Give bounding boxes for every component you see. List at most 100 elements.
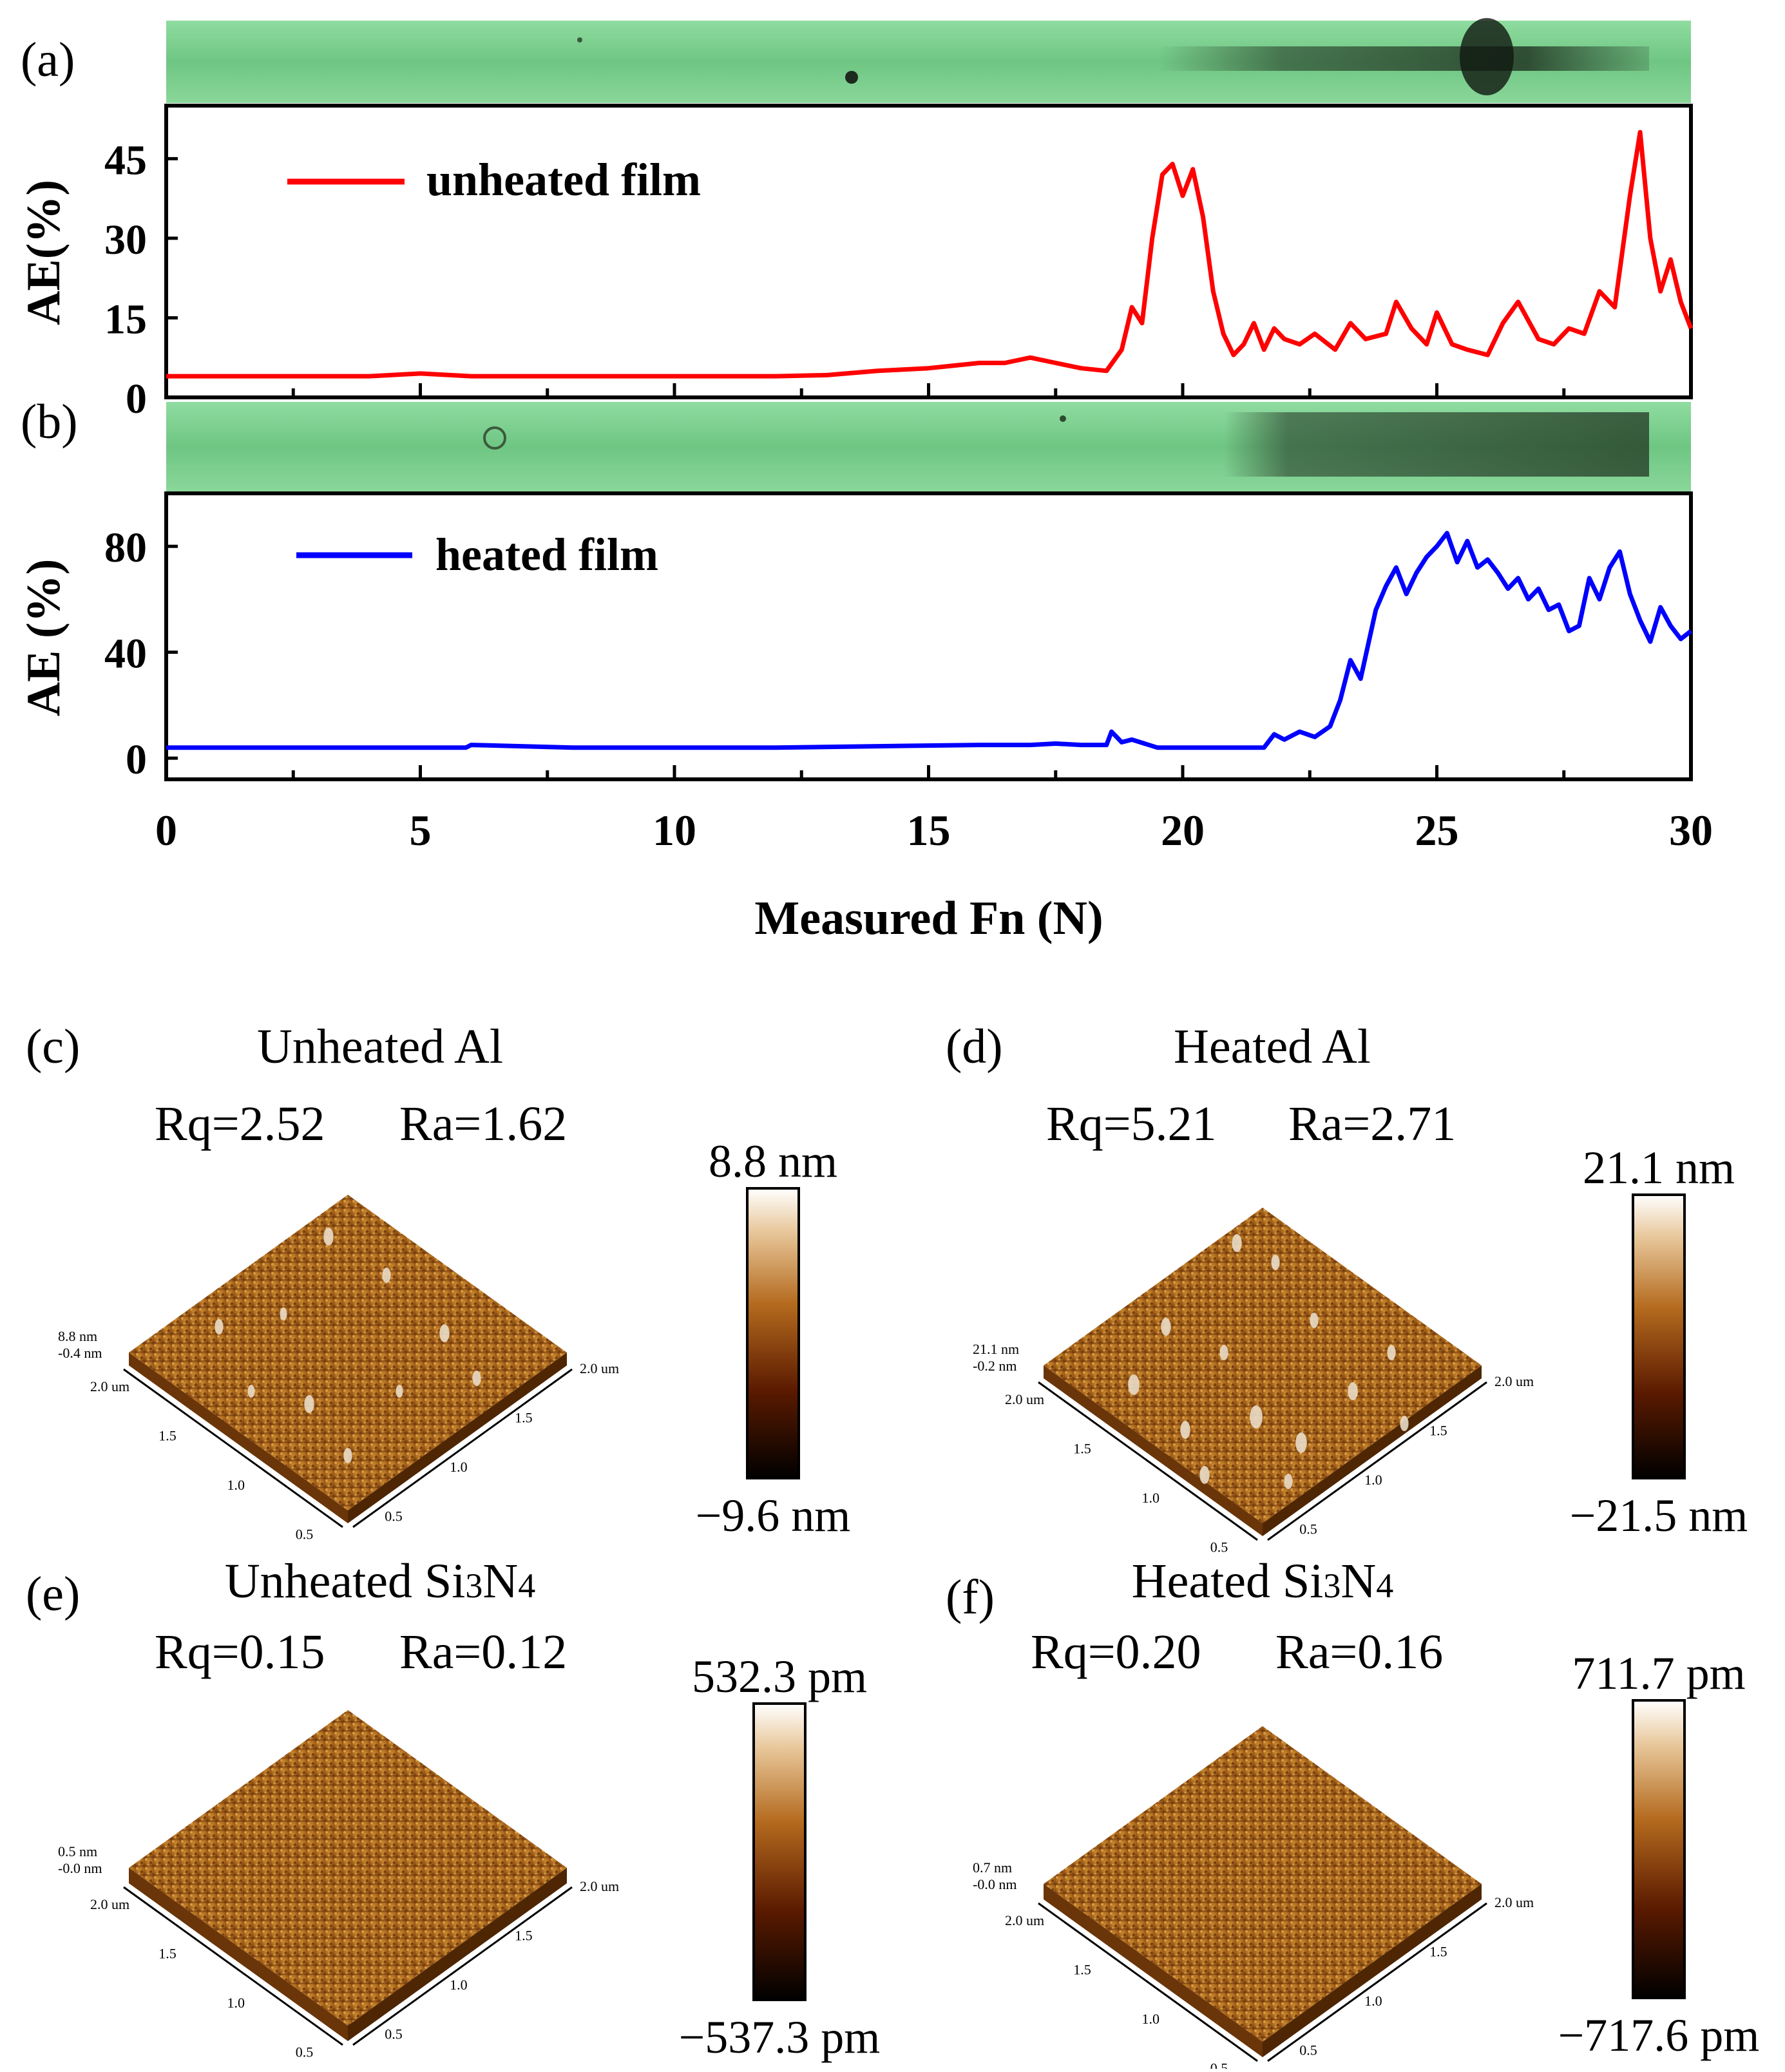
afm-title-f: Heated Si3N4 [1132, 1554, 1393, 1608]
afm-left-tick: 2.0 um [1005, 1912, 1044, 1928]
afm-right-tick: 1.0 [1364, 1472, 1382, 1488]
scale-min-label-d: −21.5 nm [1570, 1490, 1748, 1541]
afm-axis-line [352, 1886, 573, 2046]
color-scale-bar-f [1632, 1699, 1686, 1999]
afm-peak [1400, 1416, 1409, 1431]
afm-title-part: 4 [518, 1566, 535, 1605]
afm-z-bottom-c: -0.4 nm [58, 1345, 102, 1361]
afm-title-e: Unheated Si3N4 [225, 1554, 535, 1608]
afm-peak [1128, 1374, 1140, 1395]
roughness-rq-f: Rq=0.20 [1031, 1625, 1201, 1679]
chart-b: 0 40 80 heated film AE (%) 0 5 10 15 20 25 30 Me… [17, 491, 1713, 945]
afm-z-bottom-e: -0.0 nm [58, 1860, 102, 1876]
afm-peak [1199, 1466, 1210, 1484]
afm-z-bottom-d: -0.2 nm [973, 1358, 1017, 1374]
afm-left-tick: 1.0 [227, 1995, 245, 2011]
afm-peak [215, 1319, 224, 1335]
x-tick-label: 0 [155, 806, 177, 855]
panel-label-d: (d) [946, 1020, 1003, 1074]
afm-right-tick: 1.5 [1429, 1944, 1447, 1960]
afm-peak [323, 1228, 334, 1246]
afm-axis-line [352, 1368, 573, 1528]
afm-peak [382, 1268, 391, 1283]
y-axis-label-b: AE (%) [17, 559, 70, 717]
afm-title-part: N [482, 1554, 518, 1608]
x-tick-label: 20 [1161, 806, 1205, 855]
afm-right-tick: 1.5 [515, 1410, 533, 1426]
afm-peak [439, 1324, 450, 1342]
afm-peak [1295, 1432, 1307, 1453]
scale-max-label-e: 532.3 pm [692, 1651, 867, 1702]
afm-peak [1271, 1255, 1280, 1270]
roughness-ra-e: Ra=0.12 [399, 1625, 567, 1679]
x-tick-label: 30 [1669, 806, 1713, 855]
afm-right-tick: 1.5 [515, 1928, 533, 1944]
afm-peak [1219, 1345, 1228, 1360]
afm-surface-side [1044, 1884, 1263, 2057]
panel-label-e: (e) [26, 1567, 80, 1621]
afm-axis-line [1267, 1381, 1487, 1541]
afm-surface-side [1263, 1365, 1482, 1536]
afm-z-bottom-f: -0.0 nm [973, 1876, 1017, 1892]
afm-axis-line [1267, 1902, 1487, 2062]
afm-title-part: Unheated Si [225, 1554, 466, 1608]
afm-surface-f [1044, 1726, 1482, 2042]
x-tick-label: 25 [1415, 806, 1459, 855]
afm-right-tick: 2.0 um [1494, 1894, 1534, 1910]
afm-axis-line [123, 1886, 343, 2046]
afm-surface-side [348, 1868, 567, 2041]
plot-frame-a [164, 104, 1693, 399]
afm-peak [1180, 1421, 1190, 1439]
series-line-heated-film [166, 531, 1693, 750]
afm-left-tick: 2.0 um [1005, 1391, 1044, 1407]
color-scale-bar-c [746, 1187, 800, 1479]
afm-peak [1310, 1313, 1319, 1328]
x-tick-label: 15 [907, 806, 951, 855]
y-tick-label: 40 [104, 631, 147, 678]
afm-peak [304, 1395, 314, 1413]
color-scale-bar-e [752, 1702, 807, 2001]
afm-right-tick: 0.5 [1299, 1521, 1317, 1537]
y-tick-label: 30 [104, 216, 147, 263]
afm-z-top-f: 0.7 nm [973, 1859, 1012, 1876]
afm-title-part: Heated Si [1132, 1554, 1324, 1608]
afm-surface-side [348, 1353, 567, 1523]
scale-max-label-f: 711.7 pm [1572, 1648, 1745, 1699]
afm-peak [1348, 1382, 1358, 1400]
afm-left-tick: 1.0 [227, 1477, 245, 1493]
afm-title-part: N [1341, 1554, 1376, 1608]
panel-label-f: (f) [946, 1570, 995, 1624]
afm-right-tick: 2.0 um [580, 1360, 619, 1376]
afm-surface-side [1044, 1365, 1263, 1536]
x-tick-label: 10 [653, 806, 696, 855]
afm-left-tick: 1.0 [1142, 1490, 1160, 1506]
afm-peak [1232, 1234, 1242, 1252]
roughness-rq-d: Rq=5.21 [1046, 1097, 1217, 1151]
afm-right-tick: 1.5 [1429, 1423, 1447, 1439]
plot-frame-b [164, 491, 1693, 781]
afm-peak [280, 1307, 287, 1320]
afm-left-tick: 0.5 [296, 1526, 314, 1543]
scale-max-label-d: 21.1 nm [1583, 1142, 1735, 1193]
afm-peak [343, 1448, 352, 1463]
panel-label-b: (b) [21, 395, 78, 449]
afm-surface-e [129, 1710, 567, 2026]
afm-z-top-c: 8.8 nm [58, 1328, 97, 1344]
roughness-rq-c: Rq=2.52 [155, 1097, 325, 1151]
afm-left-tick: 1.5 [1073, 1962, 1091, 1978]
color-scale-bar-d [1632, 1193, 1686, 1479]
afm-left-tick: 1.5 [1073, 1441, 1091, 1457]
scale-min-label-f: −717.6 pm [1558, 2010, 1760, 2061]
afm-title-part: 3 [1323, 1566, 1341, 1605]
roughness-ra-f: Ra=0.16 [1275, 1625, 1443, 1679]
afm-right-tick: 1.0 [450, 1977, 468, 1993]
afm-axis-line [1038, 1902, 1258, 2062]
x-axis-label: Measured Fn (N) [754, 892, 1103, 945]
afm-peak [472, 1371, 481, 1386]
afm-peak [396, 1385, 403, 1398]
afm-surface-side [129, 1868, 348, 2041]
afm-title-d: Heated Al [1174, 1020, 1371, 1074]
afm-axis-line [123, 1368, 343, 1528]
